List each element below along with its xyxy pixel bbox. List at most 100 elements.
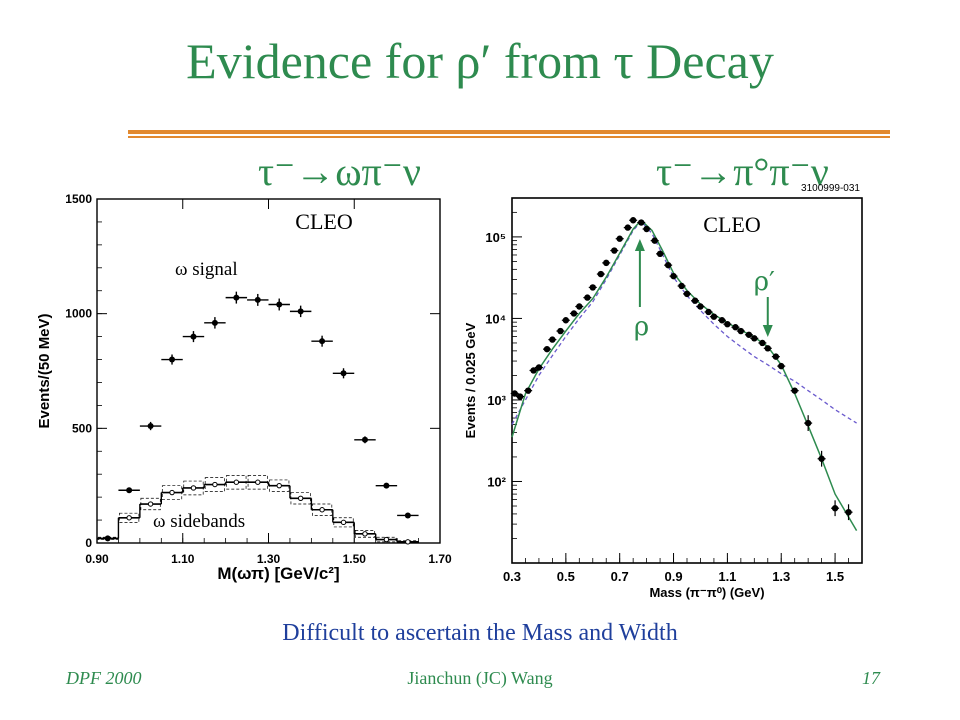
sideband-error-band bbox=[312, 503, 333, 516]
data-point bbox=[629, 217, 637, 224]
rho-annotation: ρ bbox=[634, 312, 649, 342]
signal-point bbox=[233, 294, 240, 301]
footer-conference: DPF 2000 bbox=[66, 668, 142, 688]
y-axis-label: Events / 0.025 GeV bbox=[463, 322, 478, 438]
data-point bbox=[603, 259, 610, 267]
data-point bbox=[691, 297, 699, 304]
y-tick-label: 500 bbox=[72, 421, 92, 435]
y-tick-label: 10³ bbox=[487, 393, 506, 408]
title-rule-thin bbox=[128, 136, 890, 138]
sideband-error-band bbox=[183, 480, 204, 496]
x-axis-label: Mass (π⁻π⁰) (GeV) bbox=[649, 585, 764, 600]
data-point bbox=[557, 327, 564, 335]
data-point bbox=[664, 261, 672, 269]
y-tick-label: 0 bbox=[85, 536, 92, 550]
signal-point bbox=[383, 482, 390, 489]
signal-point bbox=[169, 356, 176, 363]
data-point bbox=[584, 294, 591, 301]
sideband-point bbox=[147, 501, 154, 507]
omega-pi-mass-chart: 0.90 1.10 1.30 1.50 1.70 0 500 1000 1500 M(ωπ) [G… bbox=[36, 192, 452, 583]
signal-point bbox=[211, 319, 218, 326]
data-point bbox=[530, 367, 537, 374]
sideband-point bbox=[276, 482, 282, 489]
signal-point bbox=[404, 512, 411, 519]
solid-fit-curve bbox=[511, 219, 858, 531]
x-tick-label: 0.9 bbox=[664, 569, 682, 584]
data-point bbox=[678, 282, 685, 290]
rho-prime-annotation: ρ′ bbox=[754, 267, 775, 297]
sideband-point bbox=[340, 519, 347, 526]
data-point bbox=[831, 505, 839, 512]
x-tick-label: 0.7 bbox=[611, 569, 629, 584]
sideband-error-band bbox=[161, 485, 183, 500]
sideband-point bbox=[190, 485, 197, 491]
data-point bbox=[751, 335, 758, 342]
figure-id: 3100999-031 bbox=[801, 183, 860, 194]
sideband-point bbox=[169, 489, 175, 496]
data-point bbox=[543, 345, 551, 353]
y-tick-label: 1000 bbox=[65, 307, 92, 321]
x-tick-label: 1.30 bbox=[257, 552, 281, 566]
data-point bbox=[535, 364, 543, 371]
x-tick-label: 1.50 bbox=[343, 552, 367, 566]
data-point bbox=[732, 324, 739, 331]
signal-point bbox=[297, 308, 304, 315]
sideband-point bbox=[297, 495, 304, 501]
sideband-error-band bbox=[333, 517, 354, 528]
sidebands-annotation: ω sidebands bbox=[153, 511, 245, 532]
data-point bbox=[589, 284, 596, 291]
sideband-error-band bbox=[376, 536, 397, 543]
sideband-error-band bbox=[354, 530, 376, 538]
footer-page-number: 17 bbox=[862, 668, 880, 688]
signal-annotation: ω signal bbox=[175, 259, 238, 280]
sideband-point bbox=[212, 481, 218, 488]
y-tick-label: 10² bbox=[487, 474, 506, 489]
signal-point bbox=[319, 338, 326, 345]
signal-point bbox=[147, 423, 154, 430]
sideband-error-band bbox=[290, 492, 311, 505]
data-point bbox=[764, 345, 771, 352]
sideband-error-band bbox=[269, 479, 290, 492]
signal-point bbox=[361, 436, 368, 443]
plot-frame bbox=[96, 198, 441, 544]
sideband-error-band bbox=[119, 512, 140, 523]
signal-point bbox=[126, 487, 133, 494]
data-point bbox=[718, 317, 726, 324]
decay-label-omega-pi: τ⁻→ωπ⁻ν bbox=[258, 149, 421, 194]
sideband-point bbox=[383, 536, 390, 543]
plot-frame bbox=[511, 197, 863, 564]
x-tick-label: 0.90 bbox=[85, 552, 109, 566]
data-point bbox=[570, 310, 578, 317]
x-tick-label: 1.70 bbox=[428, 552, 452, 566]
data-point bbox=[562, 317, 570, 324]
signal-point bbox=[190, 333, 197, 340]
slide-title: Evidence for ρ′ from τ Decay bbox=[186, 33, 774, 89]
x-tick-label: 0.5 bbox=[557, 569, 575, 584]
sideband-point bbox=[319, 507, 325, 513]
experiment-label: CLEO bbox=[703, 212, 760, 237]
data-point bbox=[759, 339, 766, 347]
data-point bbox=[804, 419, 812, 427]
signal-point bbox=[254, 296, 261, 303]
y-tick-label: 1500 bbox=[65, 192, 92, 206]
data-point bbox=[724, 320, 731, 328]
footer-author: Jianchun (JC) Wang bbox=[407, 668, 553, 688]
data-point bbox=[611, 247, 618, 254]
data-point bbox=[818, 455, 825, 462]
data-point bbox=[516, 393, 524, 400]
x-tick-label: 1.1 bbox=[718, 569, 736, 584]
y-axis-label: Events/(50 MeV) bbox=[36, 313, 53, 428]
data-point bbox=[710, 313, 718, 320]
data-point bbox=[791, 387, 798, 394]
y-tick-label: 10⁵ bbox=[485, 230, 506, 245]
data-point bbox=[697, 303, 704, 310]
decay-label-pi-pi: τ⁻→π°π⁻ν bbox=[656, 149, 829, 194]
rho-arrow-head bbox=[634, 239, 645, 251]
data-point bbox=[651, 237, 658, 244]
sideband-point bbox=[255, 479, 261, 485]
rho-prime-arrow-head bbox=[762, 325, 773, 337]
sideband-error-band bbox=[226, 474, 247, 490]
slide-caption: Difficult to ascertain the Mass and Widt… bbox=[282, 620, 678, 646]
sideband-error-band bbox=[247, 474, 268, 490]
sideband-point bbox=[233, 479, 240, 485]
